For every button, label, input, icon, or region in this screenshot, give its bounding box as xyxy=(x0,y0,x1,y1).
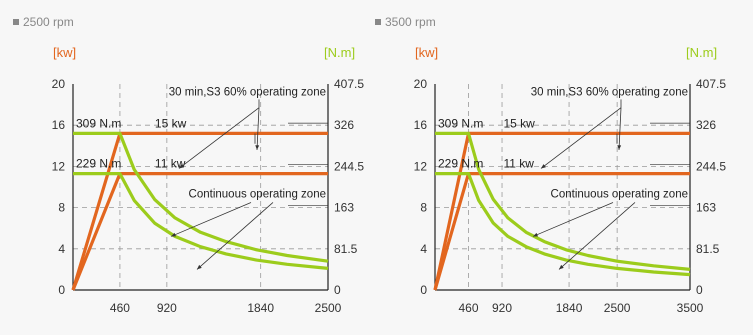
x-tick-label: 2500 xyxy=(315,301,342,315)
label-power-continuous: 11 kw xyxy=(155,157,186,171)
leader-arrow-line xyxy=(196,202,274,270)
chart-title: 3500 rpm xyxy=(385,15,436,29)
x-tick-label: 920 xyxy=(492,301,512,315)
y-left-tick-label: 0 xyxy=(420,283,427,297)
y-right-tick-label: 81.5 xyxy=(696,242,720,256)
y-right-axis-label: [N.m] xyxy=(686,45,717,60)
chart-panel-1: 2500 rpm [kw] [N.m] 0 4 8 12 16 20 0 81.5 163 244.5 3… xyxy=(13,15,364,315)
y-left-axis-label: [kw] xyxy=(53,45,76,60)
leader-arrow-line xyxy=(540,107,622,169)
label-zone-s3: 30 min,S3 60% operating zone xyxy=(531,86,688,98)
series-line-309-n-m xyxy=(435,131,691,271)
arrowhead-icon xyxy=(179,164,184,169)
y-right-tick-label: 0 xyxy=(334,283,341,297)
y-right-tick-label: 326 xyxy=(334,118,354,132)
y-right-tick-label: 163 xyxy=(334,201,354,215)
y-right-tick-label: 407.5 xyxy=(696,77,726,91)
arrowhead-icon xyxy=(255,145,260,150)
y-left-tick-label: 4 xyxy=(58,242,65,256)
chart-panel-2: 3500 rpm [kw] [N.m] 0 4 8 12 16 20 0 81.5 163 244.5 3… xyxy=(375,15,726,315)
series-line-309-n-m xyxy=(73,131,329,263)
y-right-tick-label: 0 xyxy=(696,283,703,297)
leader-arrow-line xyxy=(532,202,614,237)
series-line-229-n-m xyxy=(435,172,691,277)
label-power-s3: 15 kw xyxy=(504,116,536,130)
y-left-axis-label: [kw] xyxy=(415,45,438,60)
y-left-tick-label: 8 xyxy=(58,201,65,215)
y-left-tick-label: 0 xyxy=(58,283,65,297)
y-left-tick-label: 4 xyxy=(420,242,427,256)
label-zone-s3: 30 min,S3 60% operating zone xyxy=(169,86,326,98)
y-left-tick-label: 12 xyxy=(414,159,428,173)
label-torque-continuous: 229 N.m xyxy=(76,157,121,171)
header-bullet-icon xyxy=(13,19,19,25)
label-torque-s3: 309 N.m xyxy=(438,116,483,130)
leader-arrow-line xyxy=(178,107,260,169)
y-right-axis-label: [N.m] xyxy=(324,45,355,60)
leader-arrow-line xyxy=(618,107,622,150)
y-right-tick-label: 244.5 xyxy=(696,159,726,173)
x-tick-label: 920 xyxy=(157,301,177,315)
y-left-tick-label: 8 xyxy=(420,201,427,215)
x-tick-label: 460 xyxy=(458,301,478,315)
arrowhead-icon xyxy=(171,232,176,237)
y-right-tick-label: 81.5 xyxy=(334,242,358,256)
arrowhead-icon xyxy=(559,264,564,270)
chart-title: 2500 rpm xyxy=(23,15,74,29)
y-left-tick-label: 20 xyxy=(52,77,66,91)
label-zone-continuous: Continuous operating zone xyxy=(189,188,326,200)
arrowhead-icon xyxy=(541,164,546,169)
arrowhead-icon xyxy=(533,232,538,237)
x-tick-label: 2500 xyxy=(604,301,631,315)
leader-arrow-line xyxy=(256,107,260,150)
y-right-tick-label: 407.5 xyxy=(334,77,364,91)
y-right-tick-label: 163 xyxy=(696,201,716,215)
series-line-229-n-m xyxy=(73,172,329,270)
leader-arrow-line xyxy=(558,202,636,270)
y-left-tick-label: 16 xyxy=(52,118,66,132)
label-power-s3: 15 kw xyxy=(155,116,187,130)
y-left-tick-label: 16 xyxy=(414,118,428,132)
x-tick-label: 1840 xyxy=(247,301,274,315)
header-bullet-icon xyxy=(375,19,381,25)
y-right-tick-label: 244.5 xyxy=(334,159,364,173)
x-tick-label: 3500 xyxy=(677,301,704,315)
y-left-tick-label: 20 xyxy=(414,77,428,91)
label-power-continuous: 11 kw xyxy=(504,157,535,171)
leader-arrow-line xyxy=(170,202,252,237)
y-left-tick-label: 12 xyxy=(52,159,66,173)
label-zone-continuous: Continuous operating zone xyxy=(551,188,688,200)
y-right-tick-label: 326 xyxy=(696,118,716,132)
label-torque-continuous: 229 N.m xyxy=(438,157,483,171)
label-torque-s3: 309 N.m xyxy=(76,116,121,130)
arrowhead-icon xyxy=(617,145,622,150)
x-tick-label: 1840 xyxy=(556,301,583,315)
arrowhead-icon xyxy=(197,264,202,270)
x-tick-label: 460 xyxy=(110,301,130,315)
